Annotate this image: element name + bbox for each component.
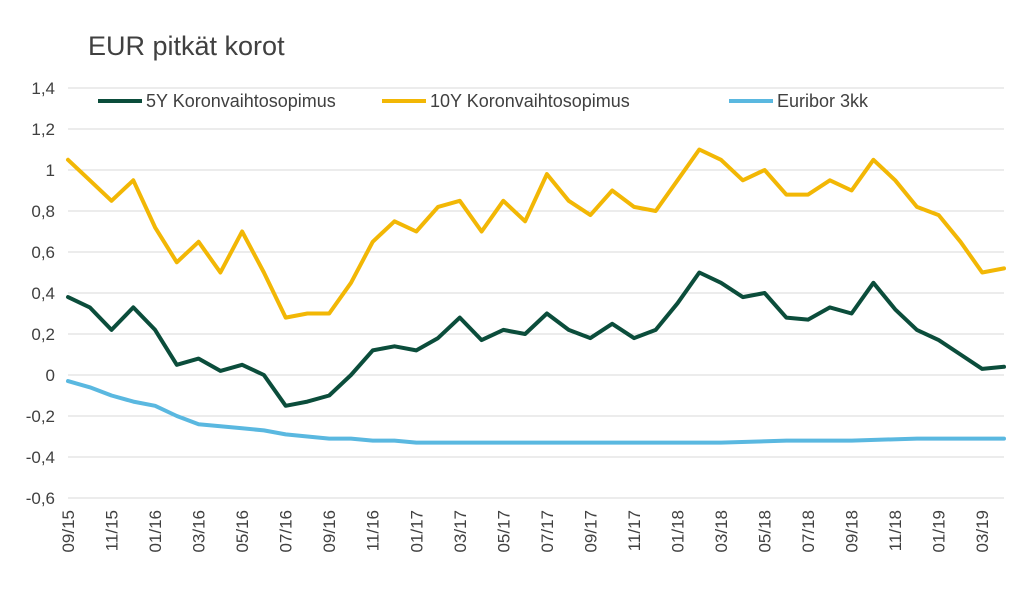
x-tick-label: 07/16 (277, 510, 296, 553)
legend: 5Y Koronvaihtosopimus 10Y Koronvaihtosopi… (98, 91, 869, 111)
x-tick-label: 05/17 (494, 510, 513, 553)
y-tick-label: 0,2 (31, 325, 55, 344)
x-tick-label: 11/18 (886, 510, 905, 551)
x-tick-label: 01/18 (668, 510, 687, 553)
chart-title: EUR pitkät korot (88, 31, 285, 61)
y-tick-label: 0 (46, 366, 55, 385)
x-tick-label: 11/17 (625, 510, 644, 551)
y-tick-label: 0,6 (31, 243, 55, 262)
x-tick-label: 09/17 (581, 510, 600, 553)
x-tick-label: 03/19 (973, 510, 992, 553)
series-lines (66, 147, 1006, 445)
x-tick-label: 07/18 (799, 510, 818, 553)
x-tick-label: 09/15 (59, 510, 78, 553)
y-tick-label: 0,8 (31, 202, 55, 221)
x-tick-label: 03/16 (190, 510, 209, 553)
y-tick-label: -0,6 (26, 489, 55, 508)
legend-label: 5Y Koronvaihtosopimus (146, 91, 336, 111)
series-line-3 (66, 379, 1006, 445)
x-tick-label: 11/16 (364, 510, 383, 551)
y-tick-label: -0,4 (26, 448, 55, 467)
y-tick-label: 0,4 (31, 284, 55, 303)
y-tick-label: 1 (46, 161, 55, 180)
y-tick-label: 1,4 (31, 79, 55, 98)
legend-label: 10Y Koronvaihtosopimus (430, 91, 630, 111)
series-line-2 (66, 147, 1006, 320)
x-tick-label: 01/17 (407, 510, 426, 553)
x-tick-label: 09/18 (843, 510, 862, 553)
x-tick-label: 01/16 (146, 510, 165, 553)
x-tick-label: 05/16 (233, 510, 252, 553)
y-tick-label: -0,2 (26, 407, 55, 426)
legend-label: Euribor 3kk (777, 91, 869, 111)
x-tick-label: 03/18 (712, 510, 731, 553)
x-tick-label: 01/19 (930, 510, 949, 553)
x-tick-label: 09/16 (320, 510, 339, 553)
gridlines (68, 87, 1004, 499)
y-axis: 1,4 1,2 1 0,8 0,6 0,4 0,2 0 -0,2 -0,4 -0,6 (26, 79, 55, 508)
x-axis: 09/15 11/15 01/16 03/16 05/16 07/16 09/16 11/16… (59, 510, 992, 553)
series-line-1 (66, 270, 1006, 408)
y-tick-label: 1,2 (31, 120, 55, 139)
x-tick-label: 03/17 (451, 510, 470, 553)
x-tick-label: 05/18 (756, 510, 775, 553)
x-tick-label: 07/17 (538, 510, 557, 553)
x-tick-label: 11/15 (103, 510, 122, 551)
